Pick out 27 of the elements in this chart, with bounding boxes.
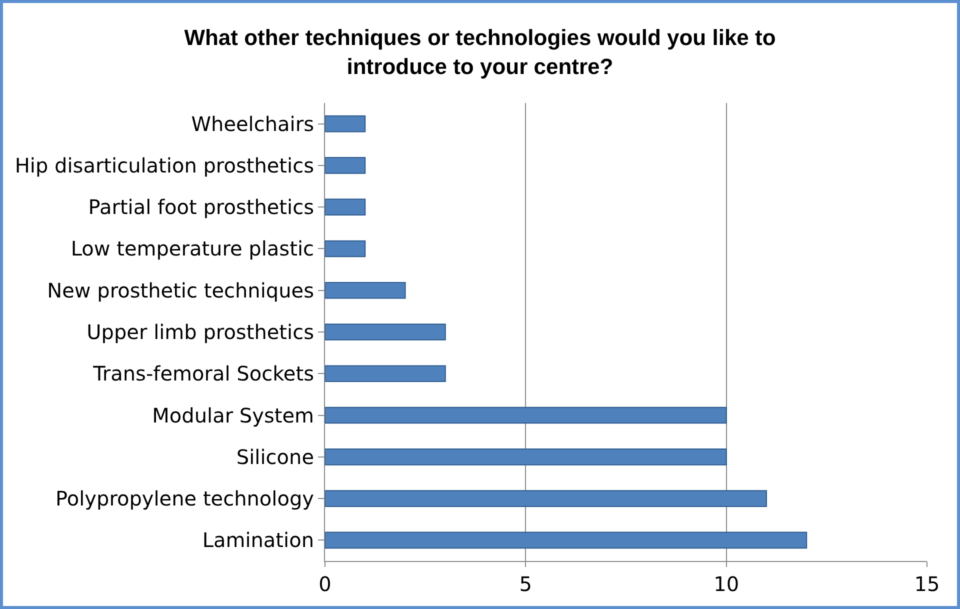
y-tick-label: Low temperature plastic bbox=[70, 236, 314, 261]
y-tick-label: Partial foot prosthetics bbox=[88, 195, 314, 220]
y-tick-label: Hip disarticulation prosthetics bbox=[14, 153, 314, 178]
x-tick-label: 10 bbox=[714, 572, 740, 596]
bar bbox=[325, 324, 446, 340]
bar bbox=[325, 406, 727, 424]
bar bbox=[325, 532, 808, 549]
bar bbox=[325, 198, 366, 216]
y-tick-label: Upper limb prosthetics bbox=[86, 320, 314, 344]
bar bbox=[325, 157, 366, 174]
y-tick-label: Silicone bbox=[236, 444, 314, 469]
x-tick-label: 0 bbox=[318, 572, 332, 596]
x-tick-label: 5 bbox=[519, 572, 532, 596]
x-tick-label: 15 bbox=[914, 572, 940, 596]
bar bbox=[325, 282, 406, 299]
chart-title: What other techniques or technologies would you like to introduce to your centre? bbox=[184, 25, 776, 79]
y-tick-label: New prosthetic techniques bbox=[47, 278, 314, 302]
y-tick-label: Modular System bbox=[152, 403, 314, 428]
bar bbox=[325, 490, 767, 507]
bar bbox=[325, 240, 366, 258]
bar bbox=[325, 115, 366, 132]
bar bbox=[325, 448, 727, 466]
y-tick-label: Trans-femoral Sockets bbox=[92, 362, 314, 386]
y-tick-label: Lamination bbox=[202, 528, 314, 552]
y-tick-label: Wheelchairs bbox=[191, 112, 314, 136]
y-tick-label: Polypropylene technology bbox=[56, 486, 314, 511]
bar bbox=[325, 365, 446, 382]
